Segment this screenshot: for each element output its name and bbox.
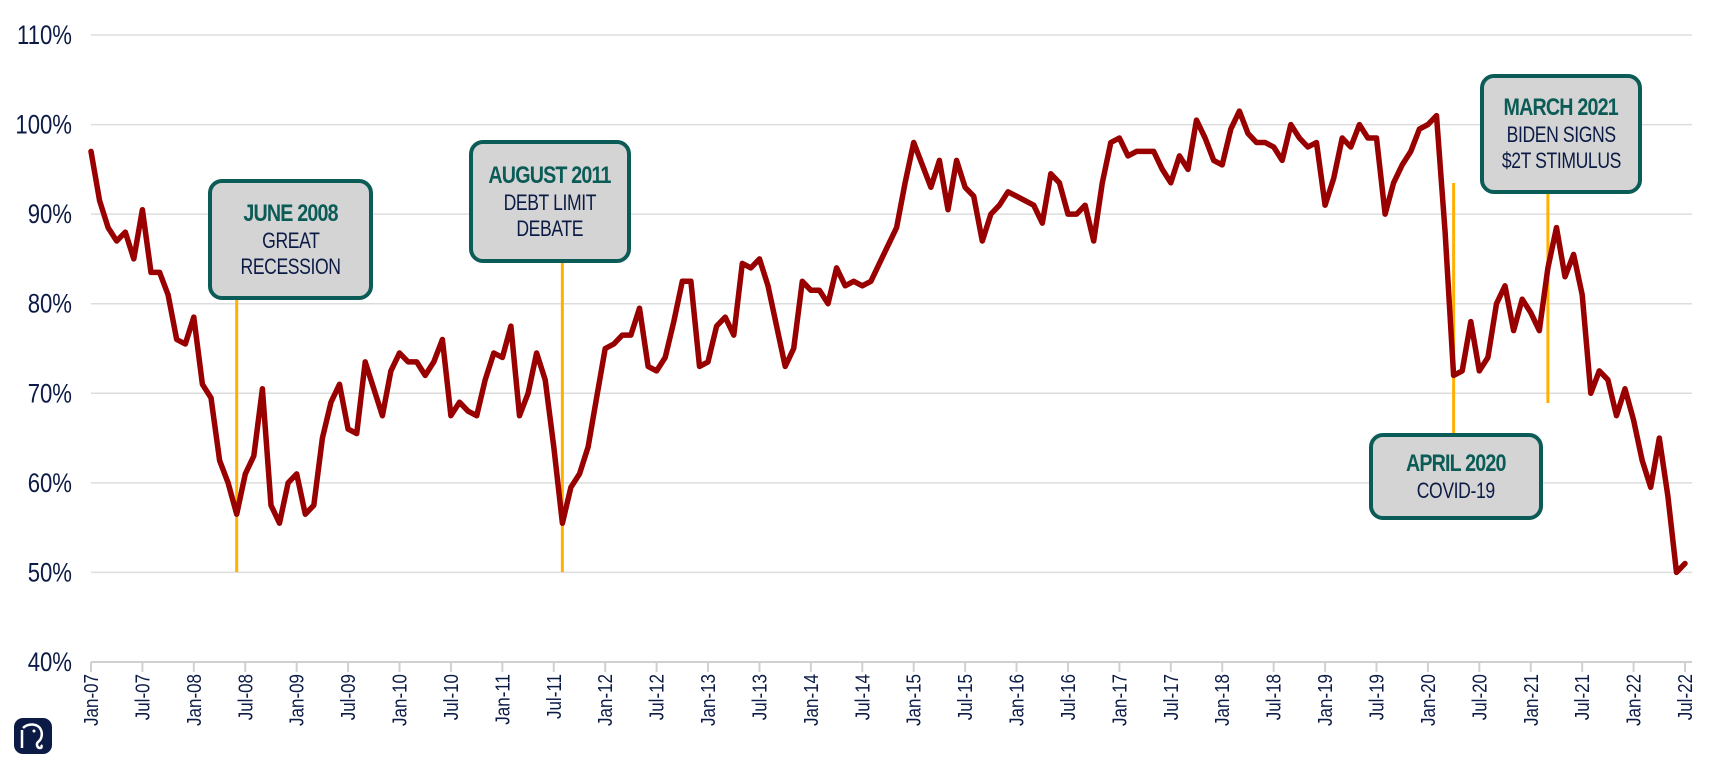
x-tick-label: Jan-18 <box>1211 674 1234 726</box>
x-tick-label: Jan-20 <box>1417 674 1440 726</box>
x-tick-label: Jan-11 <box>491 674 514 725</box>
y-axis: 40% 50% 60% 70% 80% 90% 100% 110% <box>15 21 72 678</box>
annotation-date: AUGUST 2011 <box>488 161 612 189</box>
x-tick-label: Jan-15 <box>902 674 925 726</box>
x-tick-label: Jan-07 <box>80 674 103 726</box>
x-tick-label: Jul-15 <box>954 674 977 720</box>
x-tick-label: Jul-10 <box>440 674 463 720</box>
annotation-date: APRIL 2020 <box>1406 449 1507 477</box>
x-axis: Jan-07 Jul-07 Jan-08 Jul-08 Jan-09 Jul-09 Jan-… <box>80 661 1697 726</box>
x-tick-label: Jul-11 <box>542 674 565 719</box>
annotation-date: MARCH 2021 <box>1503 94 1619 121</box>
x-tick-label: Jul-18 <box>1262 674 1285 720</box>
y-tick-label: 100% <box>15 111 72 141</box>
x-tick-label: Jan-14 <box>800 674 823 726</box>
annotation-text: $2T STIMULUS <box>1501 148 1621 173</box>
x-tick-label: Jan-09 <box>285 674 308 726</box>
x-tick-label: Jul-09 <box>337 674 360 720</box>
y-tick-label: 110% <box>17 21 72 51</box>
x-tick-label: Jul-14 <box>851 674 874 720</box>
annotation-text: COVID-19 <box>1416 477 1495 503</box>
x-tick-label: Jan-21 <box>1519 674 1542 726</box>
x-tick-label: Jul-12 <box>645 674 668 720</box>
y-tick-label: 40% <box>28 648 72 678</box>
annotation-text: DEBATE <box>516 215 584 241</box>
x-tick-label: Jul-17 <box>1160 674 1183 720</box>
annotation-text: GREAT <box>261 227 320 253</box>
x-tick-label: Jan-17 <box>1108 674 1131 726</box>
series-layer <box>88 108 1688 576</box>
annotation-date: JUNE 2008 <box>243 199 338 227</box>
x-tick-label: Jan-12 <box>594 674 617 726</box>
annotation-june-2008: JUNE 2008 GREAT RECESSION <box>208 179 373 300</box>
x-tick-label: Jul-13 <box>748 674 771 720</box>
x-tick-label: Jul-21 <box>1571 674 1594 720</box>
y-tick-label: 90% <box>28 200 72 230</box>
annotation-text: RECESSION <box>240 253 341 279</box>
x-tick-label: Jul-22 <box>1674 674 1697 720</box>
y-tick-label: 50% <box>28 558 72 588</box>
x-tick-label: Jul-20 <box>1468 674 1491 720</box>
y-tick-label: 60% <box>28 469 72 499</box>
annotation-august-2011: AUGUST 2011 DEBT LIMIT DEBATE <box>469 140 631 263</box>
x-tick-label: Jan-10 <box>388 674 411 726</box>
annotation-text: BIDEN SIGNS <box>1506 122 1616 147</box>
x-tick-label: Jan-08 <box>183 674 206 726</box>
x-tick-label: Jul-07 <box>131 674 154 720</box>
x-tick-label: Jan-13 <box>697 674 720 726</box>
x-tick-label: Jul-08 <box>234 674 257 720</box>
y-tick-label: 80% <box>28 290 72 320</box>
x-tick-label: Jan-16 <box>1005 674 1028 726</box>
y-tick-label: 70% <box>28 379 72 409</box>
x-tick-label: Jul-16 <box>1057 674 1080 720</box>
annotation-march-2021: MARCH 2021 BIDEN SIGNS $2T STIMULUS <box>1480 74 1642 194</box>
annotation-april-2020: APRIL 2020 COVID-19 <box>1369 433 1543 520</box>
annotation-text: DEBT LIMIT <box>503 189 597 215</box>
x-tick-label: Jan-22 <box>1622 674 1645 726</box>
elephant-logo-icon <box>14 718 52 754</box>
x-tick-label: Jan-19 <box>1314 674 1337 726</box>
x-tick-label: Jul-19 <box>1365 674 1388 720</box>
